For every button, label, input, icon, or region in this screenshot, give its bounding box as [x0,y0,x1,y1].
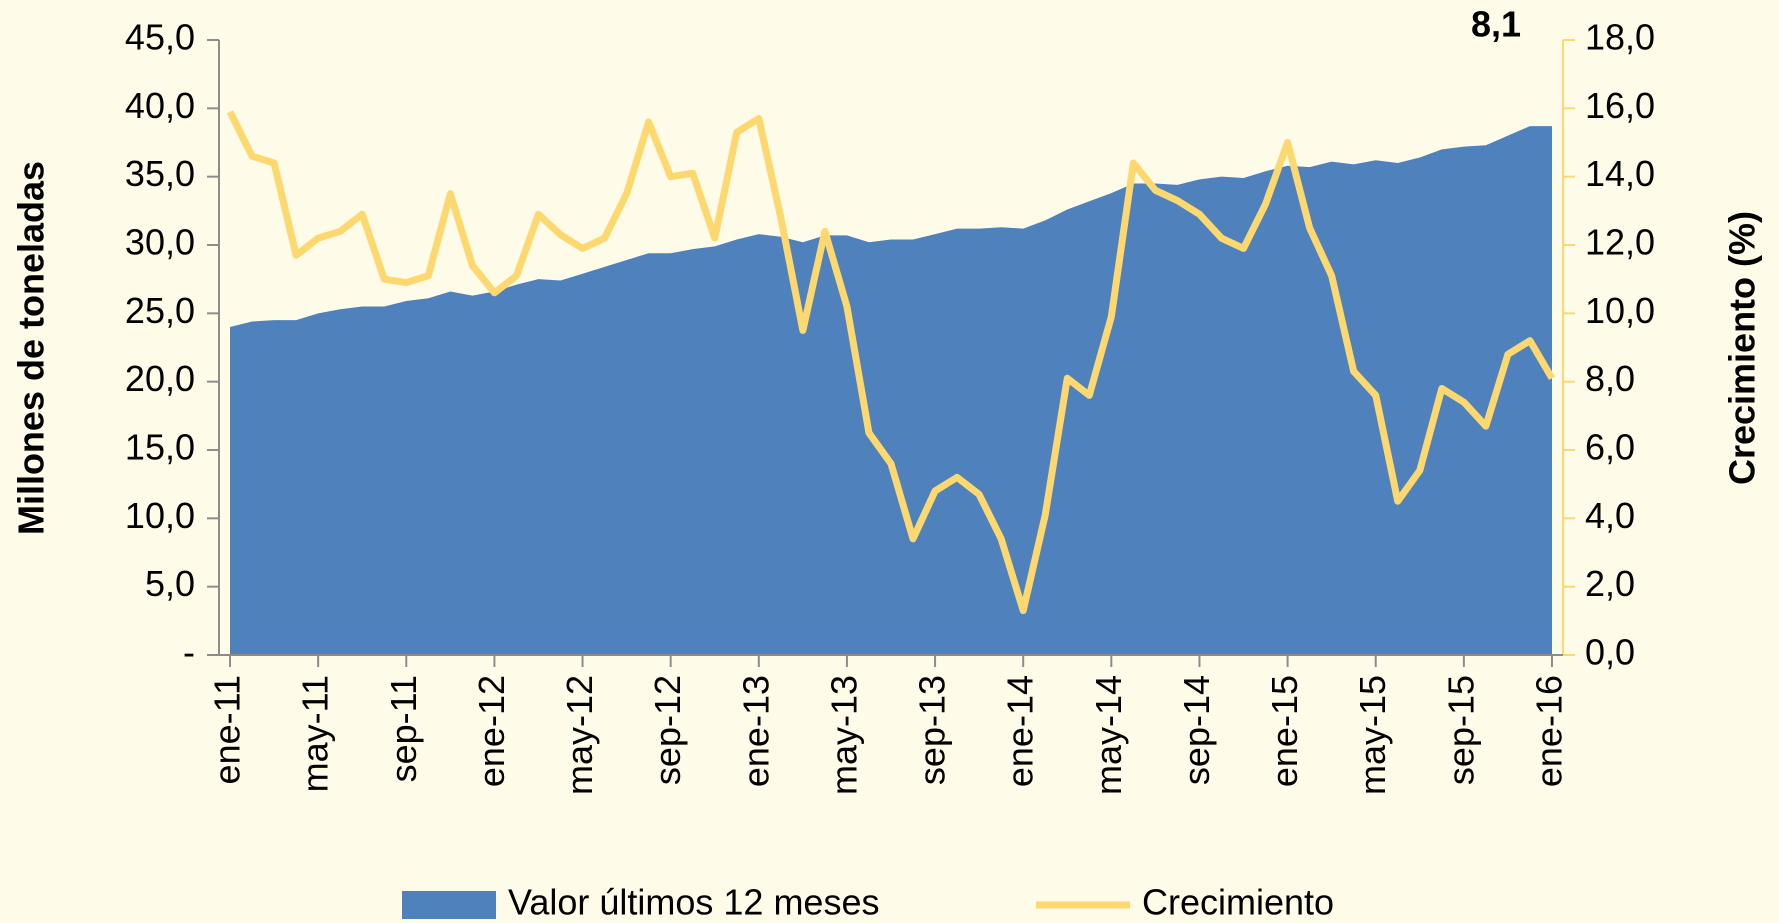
x-tick-label: ene-15 [1264,675,1305,787]
y2-axis-title: Crecimiento (%) [1722,211,1763,485]
y2-tick-label: 6,0 [1585,427,1635,468]
x-tick-label: sep-13 [912,675,953,785]
x-tick-label: ene-14 [1000,675,1041,787]
x-tick-label: may-13 [823,675,864,795]
x-tick-label: may-14 [1088,675,1129,795]
y-tick-label: 20,0 [125,358,195,399]
x-tick-label: may-15 [1352,675,1393,795]
y-tick-label: - [183,632,195,673]
y-tick-label: 5,0 [145,563,195,604]
x-tick-label: ene-11 [207,675,248,784]
y-tick-label: 30,0 [125,222,195,263]
y2-tick-label: 4,0 [1585,495,1635,536]
y2-tick-label: 10,0 [1585,290,1655,331]
y2-tick-label: 14,0 [1585,153,1655,194]
x-tick-label: sep-11 [383,675,424,782]
y2-tick-label: 2,0 [1585,563,1635,604]
legend-label: Valor últimos 12 meses [508,882,879,923]
x-tick-label: ene-16 [1528,675,1569,787]
x-tick-label: sep-12 [647,675,688,785]
x-tick-label: sep-15 [1440,675,1481,785]
legend-swatch [402,891,496,919]
legend-label: Crecimiento [1142,882,1334,923]
x-tick-label: ene-12 [471,675,512,787]
area [230,126,1552,656]
line [226,110,1555,615]
y-tick-label: 25,0 [125,290,195,331]
y2-tick-label: 8,0 [1585,358,1635,399]
x-tick-label: may-12 [559,675,600,795]
y-tick-label: 10,0 [125,495,195,536]
y-axis-title: Millones de toneladas [11,161,52,535]
y-tick-label: 45,0 [125,17,195,58]
x-tick-label: ene-13 [735,675,776,787]
x-tick-label: sep-14 [1176,675,1217,785]
y-tick-label: 15,0 [125,427,195,468]
annotation: 8,1 [1471,4,1521,45]
y-tick-label: 40,0 [125,85,195,126]
y-tick-label: 35,0 [125,153,195,194]
y2-tick-label: 16,0 [1585,85,1655,126]
y2-tick-label: 0,0 [1585,632,1635,673]
x-tick-label: may-11 [295,675,336,792]
y2-tick-label: 18,0 [1585,17,1655,58]
y2-tick-label: 12,0 [1585,222,1655,263]
